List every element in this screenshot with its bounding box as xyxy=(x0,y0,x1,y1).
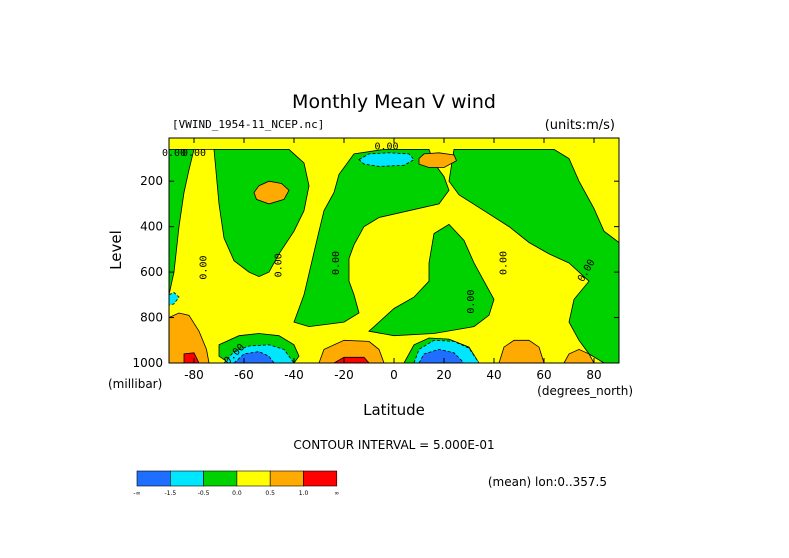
contour-region-blue xyxy=(418,348,465,364)
contour-label: 0.00 xyxy=(199,255,210,279)
colorbar: -∞ -1.5 -0.5 0.0 0.5 1.0 ∞ xyxy=(133,470,339,497)
y-axis-units: (millibar) xyxy=(108,377,162,391)
y-tick-label: 800 xyxy=(140,311,163,325)
colorbar-label: 0.5 xyxy=(265,490,275,497)
colorbar-label: ∞ xyxy=(334,490,339,497)
x-tick-label: 0 xyxy=(390,368,398,382)
contour-label: 0.00 xyxy=(182,148,206,159)
contour-fills xyxy=(168,148,620,364)
y-tick-label: 200 xyxy=(140,174,163,188)
x-tick-label: -60 xyxy=(234,368,254,382)
x-tick-label: 60 xyxy=(536,368,551,382)
x-tick-label: -20 xyxy=(334,368,354,382)
chart-title: Monthly Mean V wind xyxy=(292,91,496,113)
colorbar-swatch xyxy=(170,470,204,487)
contour-label: 0.00 xyxy=(499,251,510,275)
colorbar-label: 0.0 xyxy=(232,490,242,497)
colorbar-swatch xyxy=(203,470,238,487)
contour-region-cyan xyxy=(358,152,415,167)
contour-region-green xyxy=(293,148,450,328)
units-label: (units:m/s) xyxy=(545,118,615,133)
contour-region-green xyxy=(368,223,495,337)
x-tick-label: -80 xyxy=(184,368,204,382)
colorbar-label: -1.5 xyxy=(164,490,176,497)
contour-label: 0.00 xyxy=(331,251,342,275)
contour-label: 0.00 xyxy=(374,141,398,152)
y-tick-label: 600 xyxy=(140,265,163,279)
y-tick-label: 1000 xyxy=(132,356,163,370)
x-tick-label: 40 xyxy=(486,368,501,382)
contour-label: 0.00 xyxy=(162,148,186,159)
colorbar-swatch xyxy=(269,470,304,487)
colorbar-swatch xyxy=(303,470,338,487)
colorbar-label: -0.5 xyxy=(198,490,210,497)
colorbar-swatch xyxy=(136,470,171,487)
y-axis-ticks: 200 400 600 800 1000 xyxy=(132,174,619,370)
x-axis-label: Latitude xyxy=(363,401,425,419)
x-axis-units: (degrees_north) xyxy=(537,384,633,398)
contour-label: 0.00 xyxy=(274,253,285,277)
x-tick-label: 80 xyxy=(586,368,601,382)
contour-label: 0.00 xyxy=(466,290,477,314)
colorbar-swatch xyxy=(236,470,271,487)
colorbar-label: -∞ xyxy=(133,490,140,497)
averaging-text: (mean) lon:0..357.5 xyxy=(488,475,607,489)
x-tick-label: -40 xyxy=(284,368,304,382)
dataset-label: [VWIND_1954-11_NCEP.nc] xyxy=(172,118,324,131)
x-tick-label: 20 xyxy=(436,368,451,382)
plot-area: 0.000.000.00 0.00 0.00 0.000.000.000.000.00 xyxy=(162,137,620,367)
y-tick-label: 400 xyxy=(140,220,163,234)
colorbar-label: 1.0 xyxy=(299,490,309,497)
x-axis-ticks: -80 -60 -40 -20 0 20 40 60 80 xyxy=(184,138,602,382)
contour-interval-text: CONTOUR INTERVAL = 5.000E-01 xyxy=(293,438,494,452)
contour-region-green xyxy=(448,148,620,364)
y-axis-label: Level xyxy=(107,230,125,270)
contour-region-orange xyxy=(253,180,290,205)
contour-region-orange xyxy=(418,152,458,168)
